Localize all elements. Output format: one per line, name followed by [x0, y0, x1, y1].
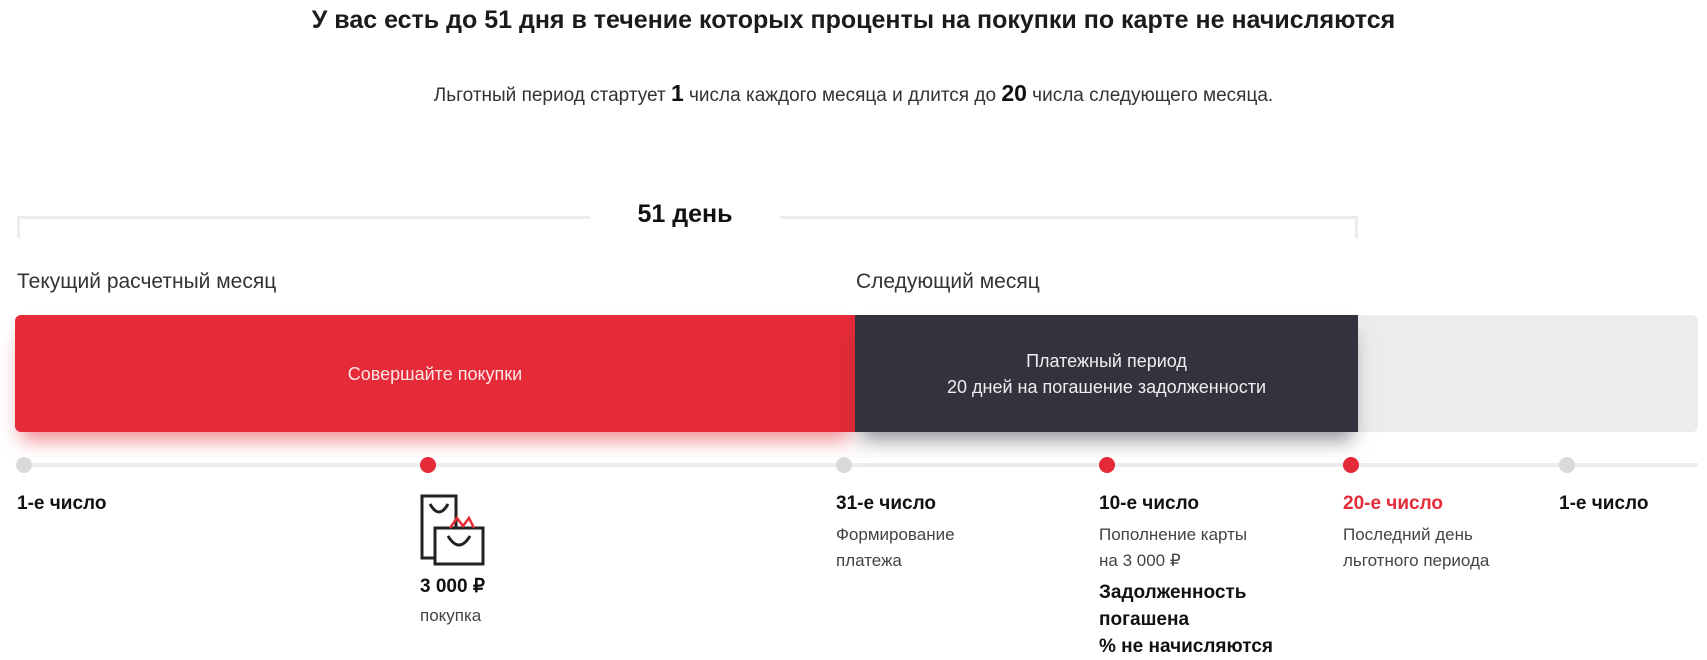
start-day: 1 — [670, 80, 684, 106]
timeline-dot — [836, 457, 852, 473]
purchase-desc: покупка — [420, 606, 482, 625]
subtitle-text: Льготный период стартует — [433, 85, 671, 106]
payment-period-bar: Платежный период 20 дней на погашение зад… — [855, 315, 1358, 432]
days-label: 51 день — [590, 200, 780, 229]
point-label: 31-е число — [836, 493, 937, 514]
timeline-dot — [1559, 457, 1575, 473]
subtitle: Льготный период стартует 1 числа каждого… — [0, 80, 1707, 107]
timeline-dot — [1099, 457, 1115, 473]
point-label: 1-е число — [17, 493, 107, 514]
point-label: 10-е число — [1099, 493, 1200, 514]
subtitle-text: числа каждого месяца и длится до — [683, 85, 1002, 106]
remaining-bar — [1358, 315, 1698, 432]
page-title: У вас есть до 51 дня в течение которых п… — [311, 6, 1396, 34]
timeline-track — [20, 463, 1698, 467]
point-label: 1-е число — [1559, 493, 1649, 514]
end-day: 20 — [1001, 80, 1027, 106]
timeline-dot — [420, 457, 436, 473]
current-month-label: Текущий расчетный месяц — [17, 270, 277, 293]
subtitle-text: числа следующего месяца. — [1026, 85, 1274, 106]
repayment-note: Задолженность погашена% не начисляются — [1099, 582, 1273, 657]
purchase-period-bar: Совершайте покупки — [15, 315, 855, 432]
shopping-bags-icon — [420, 494, 486, 571]
payment-period-title: Платежный период — [1026, 350, 1187, 371]
point-desc: Последний день льготного периода — [1343, 525, 1490, 570]
point-desc: Пополнение карты на 3 000 ₽ — [1099, 525, 1248, 570]
point-desc: Формирование платежа — [836, 525, 955, 570]
timeline-dot — [1343, 457, 1359, 473]
purchase-period-text: Совершайте покупки — [347, 363, 523, 384]
timeline-dot — [16, 457, 32, 473]
point-label-highlight: 20-е число — [1343, 493, 1444, 514]
next-month-label: Следующий месяц — [856, 270, 1040, 293]
purchase-amount: 3 000 ₽ — [420, 576, 485, 597]
payment-period-desc: 20 дней на погашение задолженности — [946, 376, 1266, 397]
